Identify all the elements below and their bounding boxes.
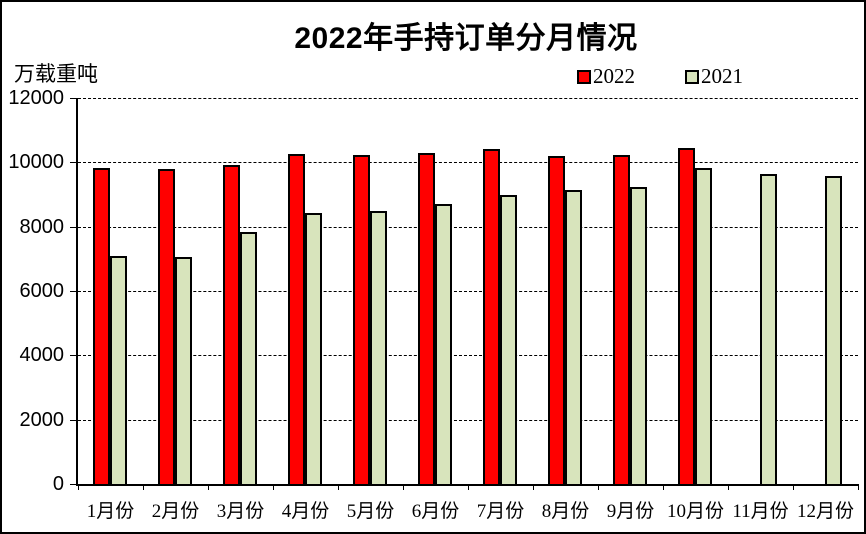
bar-2021-5月份 (370, 211, 387, 484)
x-tick-label-3月份: 3月份 (216, 501, 265, 522)
bar-2022-7月份 (483, 149, 500, 484)
gridline-12000 (78, 98, 858, 99)
bar-2022-6月份 (418, 153, 435, 484)
x-tick-label-4月份: 4月份 (281, 501, 330, 522)
y-tick-label-12000: 12000 (8, 87, 64, 109)
x-axis-tick-9 (663, 484, 664, 490)
category-7月份: 7月份 (468, 98, 533, 522)
y-tick-label-6000: 6000 (19, 280, 65, 302)
gridline-10000 (78, 162, 858, 164)
y-tick-label-8000: 8000 (19, 215, 65, 238)
x-tick-label-12月份: 12月份 (796, 501, 854, 522)
gridline-4000 (78, 355, 858, 357)
y-axis-tick-10000 (70, 162, 78, 164)
x-axis-tick-12 (858, 484, 859, 490)
x-axis-tick-8 (598, 484, 599, 490)
y-tick-label-10000: 10000 (8, 151, 64, 174)
y-axis-tick-0 (70, 484, 78, 485)
category-6月份: 6月份 (403, 98, 468, 522)
x-axis-tick-7 (533, 484, 534, 490)
bar-2022-5月份 (353, 155, 370, 484)
legend-item-2022: 2022 (577, 64, 635, 89)
category-1月份: 1月份 (78, 98, 143, 522)
bar-2022-3月份 (223, 164, 240, 484)
x-tick-label-6月份: 6月份 (411, 501, 460, 522)
category-12月份: 12月份 (793, 98, 858, 522)
x-axis-tick-3 (273, 484, 274, 490)
x-axis-tick-10 (728, 484, 729, 490)
legend-label-2021: 2021 (701, 64, 743, 88)
y-tick-label-0: 0 (52, 473, 64, 495)
legend-label-2022: 2022 (593, 64, 635, 88)
x-tick-label-7月份: 7月份 (476, 501, 525, 522)
y-tick-label-2000: 2000 (19, 408, 65, 431)
bar-2021-10月份 (695, 168, 712, 484)
bar-2021-12月份 (825, 175, 842, 484)
plot-area: 12000 10000 8000 6000 4000 2000 0 1月份 2月份 3月份 4月份 5… (8, 88, 859, 522)
y-axis-unit-label: 万载重吨 (14, 62, 98, 86)
category-5月份: 5月份 (338, 98, 403, 522)
gridline-2000 (78, 419, 858, 421)
y-axis-tick-12000 (70, 98, 78, 99)
category-8月份: 8月份 (533, 98, 598, 522)
x-axis-tick-11 (793, 484, 794, 490)
bar-2022-2月份 (158, 168, 175, 484)
bar-2021-11月份 (760, 173, 777, 484)
y-axis-tick-2000 (70, 419, 78, 421)
bar-2021-2月份 (175, 257, 192, 484)
legend-swatch-2022 (577, 69, 591, 84)
gridline-8000 (78, 226, 858, 228)
x-axis-tick-6 (468, 484, 469, 490)
x-tick-label-11月份: 11月份 (732, 501, 789, 522)
legend-swatch-2021 (685, 69, 699, 84)
x-axis-tick-2 (208, 484, 209, 490)
bar-2021-6月份 (435, 204, 452, 484)
bar-2021-9月份 (630, 187, 647, 484)
x-tick-label-8月份: 8月份 (541, 501, 590, 522)
x-tick-label-1月份: 1月份 (86, 501, 135, 522)
bar-2021-7月份 (500, 195, 517, 484)
bar-2022-4月份 (288, 153, 305, 484)
category-2月份: 2月份 (143, 98, 208, 522)
y-tick-label-4000: 4000 (19, 344, 65, 367)
legend-item-2021: 2021 (685, 64, 743, 89)
y-axis-tick-8000 (70, 226, 78, 228)
x-axis-tick-4 (338, 484, 339, 490)
category-3月份: 3月份 (208, 98, 273, 522)
x-tick-label-10月份: 10月份 (666, 501, 724, 522)
x-axis-tick-5 (403, 484, 404, 490)
y-axis-tick-4000 (70, 355, 78, 357)
bar-2022-10月份 (678, 147, 695, 484)
legend: 2022 2021 (577, 64, 743, 89)
x-tick-label-5月份: 5月份 (346, 501, 395, 522)
bar-2022-8月份 (548, 155, 565, 484)
y-axis-tick-6000 (70, 291, 78, 292)
category-9月份: 9月份 (598, 98, 663, 522)
bar-2021-4月份 (305, 212, 322, 484)
gridline-6000 (78, 291, 858, 292)
bar-2021-8月份 (565, 190, 582, 484)
x-tick-label-2月份: 2月份 (151, 501, 200, 522)
bar-2022-1月份 (93, 167, 110, 484)
category-11月份: 11月份 (728, 98, 793, 522)
bar-2022-9月份 (613, 154, 630, 484)
chart-title: 2022年手持订单分月情况 (294, 22, 638, 55)
x-tick-label-9月份: 9月份 (606, 501, 655, 522)
category-4月份: 4月份 (273, 98, 338, 522)
category-10月份: 10月份 (663, 98, 728, 522)
bar-2021-3月份 (240, 232, 257, 484)
x-axis-tick-1 (143, 484, 144, 490)
x-axis-tick-0 (78, 484, 79, 490)
bar-2021-1月份 (110, 255, 127, 484)
